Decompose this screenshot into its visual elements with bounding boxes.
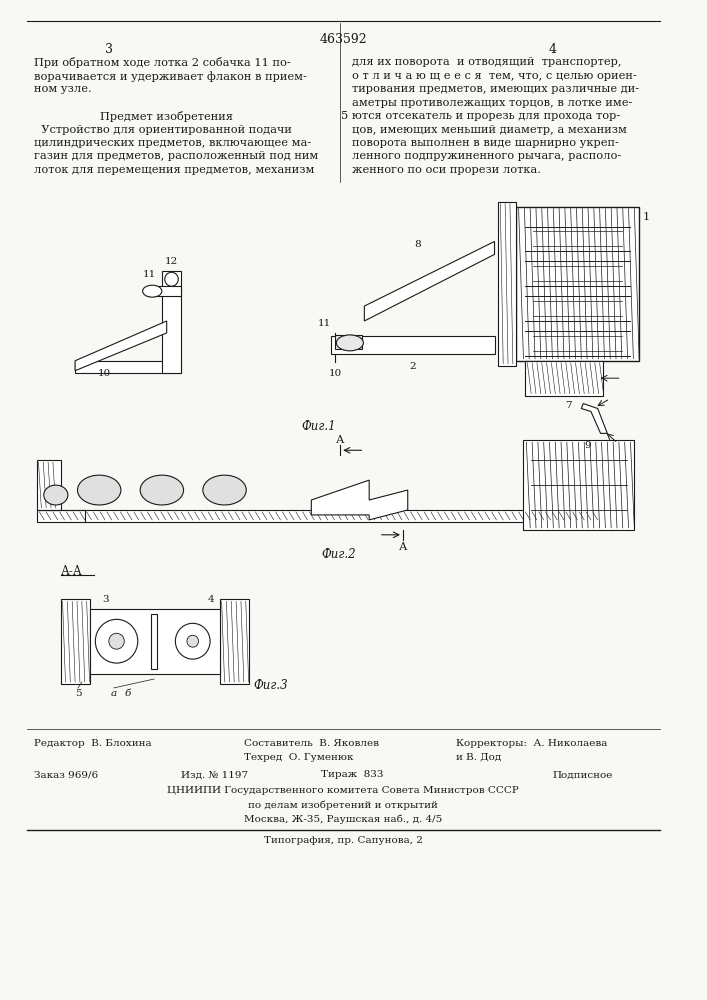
Text: Заказ 969/6: Заказ 969/6 <box>34 770 98 779</box>
Text: о т л и ч а ю щ е е с я  тем, что, с целью ориен-: о т л и ч а ю щ е е с я тем, что, с цель… <box>352 71 636 81</box>
Text: ются отсекатель и прорезь для прохода тор-: ются отсекатель и прорезь для прохода то… <box>352 111 620 121</box>
Text: женного по оси прорези лотка.: женного по оси прорези лотка. <box>352 165 541 175</box>
Polygon shape <box>364 241 494 321</box>
Text: Изд. № 1197: Изд. № 1197 <box>181 770 248 779</box>
Bar <box>61 599 90 684</box>
Ellipse shape <box>78 475 121 505</box>
Text: и В. Дод: и В. Дод <box>456 753 501 762</box>
Text: поворота выполнен в виде шарнирно укреп-: поворота выполнен в виде шарнирно укреп- <box>352 138 619 148</box>
Text: а: а <box>110 689 117 698</box>
Ellipse shape <box>44 485 68 505</box>
Text: Москва, Ж-35, Раушская наб., д. 4/5: Москва, Ж-35, Раушская наб., д. 4/5 <box>244 814 443 824</box>
Ellipse shape <box>143 285 162 297</box>
Text: 11: 11 <box>317 319 331 328</box>
Bar <box>498 202 515 366</box>
Bar <box>220 599 249 684</box>
Bar <box>162 271 181 373</box>
Text: Фиг.2: Фиг.2 <box>321 548 356 561</box>
Text: 1: 1 <box>643 212 650 222</box>
Text: 5: 5 <box>75 689 81 698</box>
Text: А: А <box>399 542 407 552</box>
Ellipse shape <box>203 475 246 505</box>
Text: ленного подпружиненного рычага, располо-: ленного подпружиненного рычага, располо- <box>352 151 621 161</box>
Text: Корректоры:  А. Николаева: Корректоры: А. Николаева <box>456 739 607 748</box>
Bar <box>515 207 639 361</box>
Text: для их поворота  и отводящий  транспортер,: для их поворота и отводящий транспортер, <box>352 57 621 67</box>
Bar <box>525 361 602 396</box>
Text: Фиг.1: Фиг.1 <box>302 420 337 433</box>
Bar <box>523 440 634 530</box>
Text: цилиндрических предметов, включающее ма-: цилиндрических предметов, включающее ма- <box>34 138 311 148</box>
Text: Фиг.3: Фиг.3 <box>254 679 288 692</box>
Text: Составитель  В. Яковлев: Составитель В. Яковлев <box>244 739 379 748</box>
Text: Типография, пр. Сапунова, 2: Типография, пр. Сапунова, 2 <box>264 836 423 845</box>
Circle shape <box>95 619 138 663</box>
Polygon shape <box>581 404 607 433</box>
Text: 3: 3 <box>103 595 109 604</box>
Text: 8: 8 <box>414 240 421 249</box>
Text: 4: 4 <box>549 43 556 56</box>
Circle shape <box>165 272 178 286</box>
Bar <box>147 286 181 296</box>
Text: по делам изобретений и открытий: по делам изобретений и открытий <box>248 800 438 810</box>
Circle shape <box>175 623 210 659</box>
Text: Тираж  833: Тираж 833 <box>321 770 383 779</box>
Text: тирования предметов, имеющих различные ди-: тирования предметов, имеющих различные д… <box>352 84 639 94</box>
Bar <box>151 614 157 669</box>
Text: 3: 3 <box>105 43 113 56</box>
Text: Редактор  В. Блохина: Редактор В. Блохина <box>34 739 151 748</box>
Text: 5: 5 <box>341 111 348 121</box>
Text: ворачивается и удерживает флакон в прием-: ворачивается и удерживает флакон в прием… <box>34 71 307 82</box>
Ellipse shape <box>337 335 363 351</box>
Text: газин для предметов, расположенный под ним: газин для предметов, расположенный под н… <box>34 151 318 161</box>
Ellipse shape <box>140 475 184 505</box>
Text: 7: 7 <box>566 401 572 410</box>
Text: 463592: 463592 <box>320 33 367 46</box>
Text: лоток для перемещения предметов, механизм: лоток для перемещения предметов, механиз… <box>34 165 314 175</box>
Text: 12: 12 <box>165 257 178 266</box>
Bar <box>90 609 220 674</box>
Text: 11: 11 <box>143 270 156 279</box>
Text: ном узле.: ном узле. <box>34 84 91 94</box>
Bar <box>37 460 61 510</box>
Text: Предмет изобретения: Предмет изобретения <box>100 111 233 122</box>
Circle shape <box>109 633 124 649</box>
Polygon shape <box>75 321 167 371</box>
Bar <box>75 361 181 373</box>
Text: При обратном ходе лотка 2 собачка 11 по-: При обратном ходе лотка 2 собачка 11 по- <box>34 57 291 68</box>
Bar <box>335 335 363 349</box>
Text: аметры противолежащих торцов, в лотке име-: аметры противолежащих торцов, в лотке им… <box>352 98 632 108</box>
Text: А-А: А-А <box>61 565 83 578</box>
Text: Подписное: Подписное <box>552 770 613 779</box>
Text: 10: 10 <box>98 369 110 378</box>
Text: 10: 10 <box>329 369 342 378</box>
Text: А: А <box>336 435 344 445</box>
Text: б: б <box>125 689 132 698</box>
Text: Техред  О. Гуменюк: Техред О. Гуменюк <box>244 753 354 762</box>
Text: ЦНИИПИ Государственного комитета Совета Министров СССР: ЦНИИПИ Государственного комитета Совета … <box>168 786 519 795</box>
Circle shape <box>187 635 199 647</box>
Text: 2: 2 <box>409 362 416 371</box>
Text: 9: 9 <box>585 441 591 450</box>
Polygon shape <box>311 480 408 520</box>
Bar <box>37 510 596 522</box>
Text: Устройство для ориентированной подачи: Устройство для ориентированной подачи <box>34 125 291 135</box>
Bar <box>331 336 494 354</box>
Text: 4: 4 <box>207 595 214 604</box>
Text: цов, имеющих меньший диаметр, а механизм: цов, имеющих меньший диаметр, а механизм <box>352 125 626 135</box>
